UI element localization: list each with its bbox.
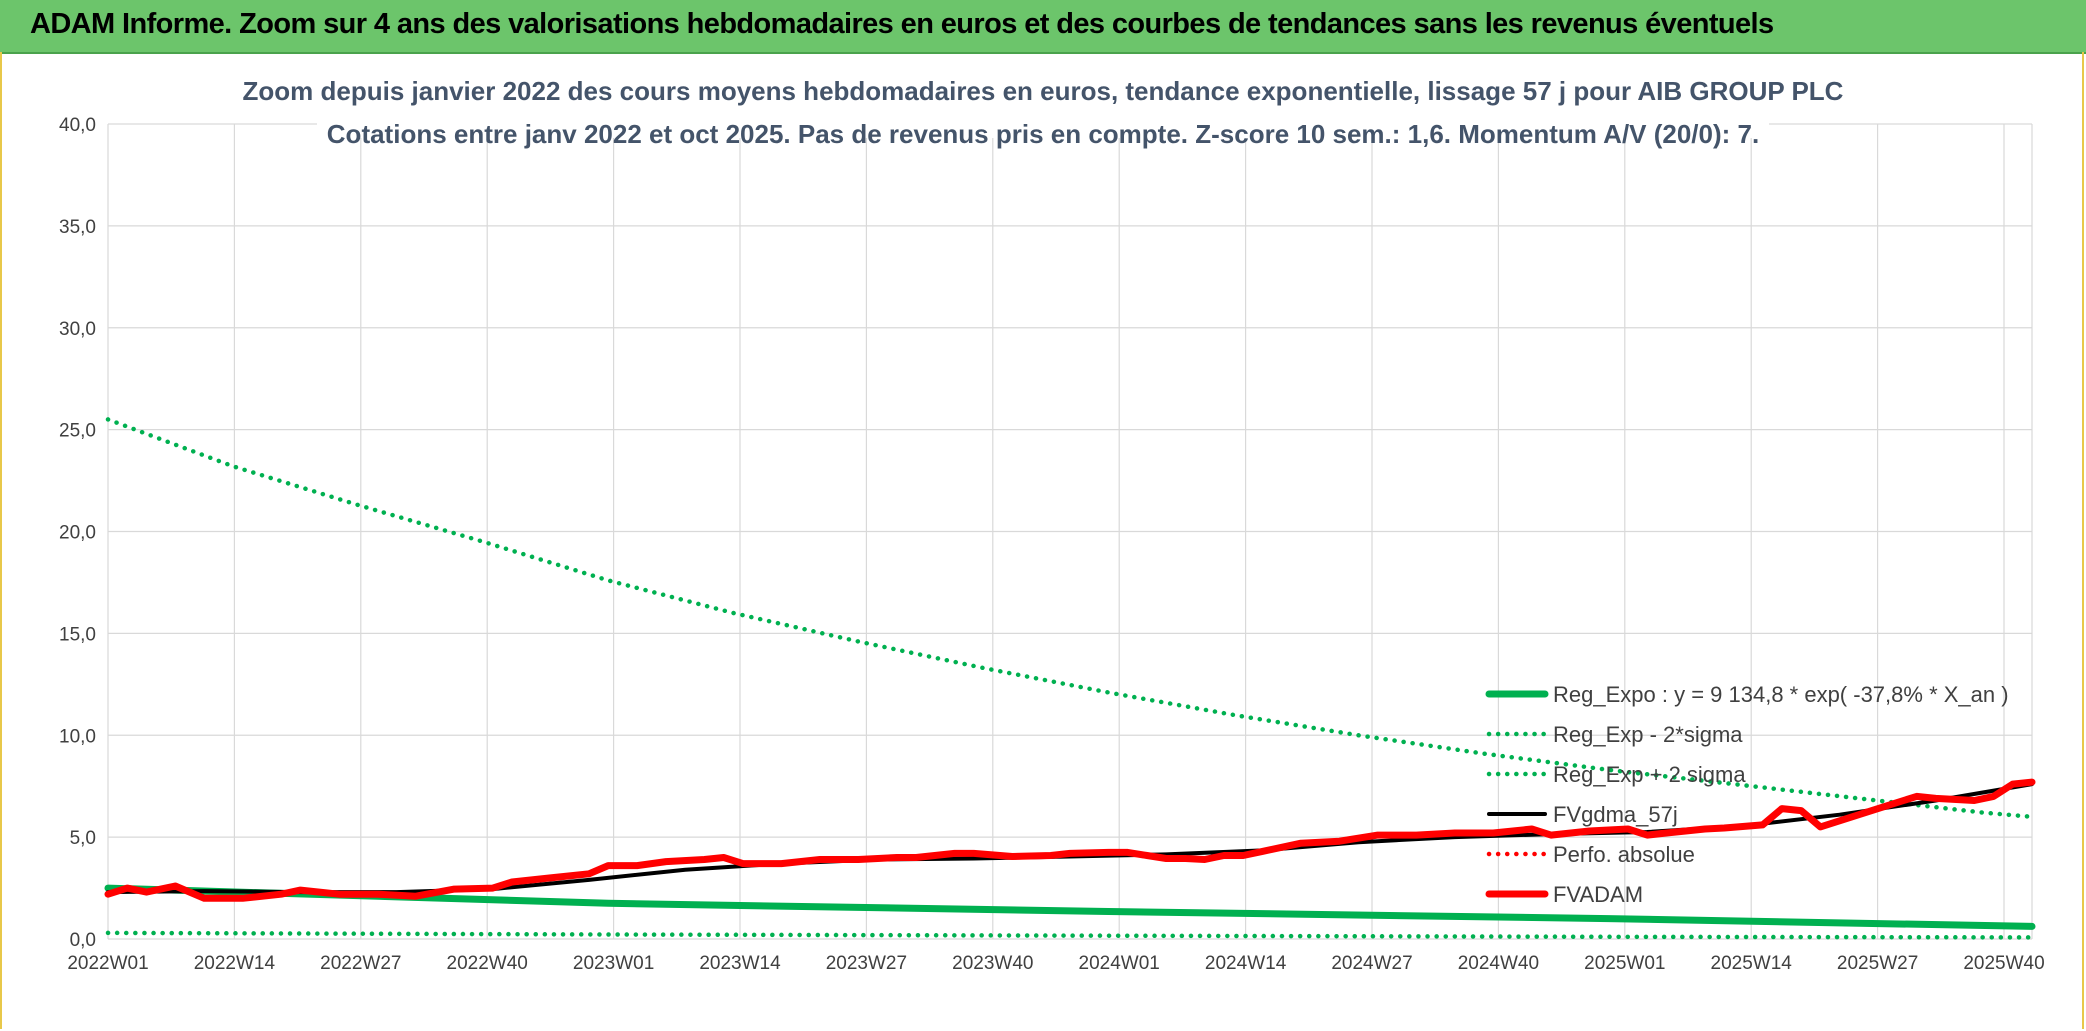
series-line-5 <box>104 778 2036 902</box>
y-tick-label: 5,0 <box>70 828 96 849</box>
legend-entry: Reg_Exp + 2 sigma <box>1553 762 1746 787</box>
legend-entry: Reg_Expo : y = 9 134,8 * exp( -37,8% * X… <box>1553 682 2009 707</box>
series-line-2 <box>105 417 2035 820</box>
x-tick-label: 2023W40 <box>952 953 1033 974</box>
series-line-3 <box>106 782 2034 895</box>
x-tick-label: 2022W01 <box>67 953 148 974</box>
legend-entry: FVADAM <box>1553 882 1643 907</box>
chart-frame: 0,0 5,0 10,0 15,0 20,0 25,0 30,0 35,0 40,0 2022W0… <box>0 52 2084 1029</box>
gridlines <box>107 123 2033 940</box>
series-layer <box>104 417 2036 940</box>
y-tick-label: 20,0 <box>59 523 96 544</box>
y-tick-label: 35,0 <box>59 217 96 238</box>
legend-entry: FVgdma_57j <box>1553 802 1678 827</box>
chart-title: Zoom depuis janvier 2022 des cours moyen… <box>243 76 1844 106</box>
legend-entry: Perfo. absolue <box>1553 842 1695 867</box>
chart-title-box: Zoom depuis janvier 2022 des cours moyen… <box>243 56 1844 149</box>
x-tick-label: 2022W14 <box>194 953 276 974</box>
x-tick-label: 2022W40 <box>447 953 528 974</box>
axes: 0,0 5,0 10,0 15,0 20,0 25,0 30,0 35,0 40,0 2022W0… <box>59 115 2045 974</box>
y-tick-label: 0,0 <box>70 930 96 951</box>
x-tick-label: 2022W27 <box>320 953 401 974</box>
y-tick-label: 10,0 <box>59 726 96 747</box>
x-tick-label: 2024W40 <box>1458 953 1539 974</box>
x-tick-label: 2024W27 <box>1331 953 1412 974</box>
x-tick-label: 2025W40 <box>1963 953 2044 974</box>
x-tick-label: 2025W01 <box>1584 953 1665 974</box>
legend-entry: Reg_Exp - 2*sigma <box>1553 722 1743 747</box>
y-tick-label: 30,0 <box>59 319 96 340</box>
x-tick-label: 2023W01 <box>573 953 654 974</box>
y-tick-label: 40,0 <box>59 115 96 136</box>
series-line-1 <box>105 930 2035 940</box>
x-tick-label: 2025W14 <box>1711 953 1793 974</box>
x-tick-label: 2025W27 <box>1837 953 1918 974</box>
x-tick-label: 2024W01 <box>1079 953 1160 974</box>
chart: 0,0 5,0 10,0 15,0 20,0 25,0 30,0 35,0 40,0 2022W0… <box>59 56 2045 974</box>
report-title: ADAM Informe. Zoom sur 4 ans des valoris… <box>30 8 1774 40</box>
chart-subtitle: Cotations entre janv 2022 et oct 2025. P… <box>327 119 1759 149</box>
y-tick-label: 15,0 <box>59 624 96 645</box>
y-tick-label: 25,0 <box>59 421 96 442</box>
x-tick-label: 2024W14 <box>1205 953 1287 974</box>
header-banner: ADAM Informe. Zoom sur 4 ans des valoris… <box>0 0 2086 54</box>
legend: Reg_Expo : y = 9 134,8 * exp( -37,8% * X… <box>1485 682 2009 907</box>
x-tick-label: 2023W27 <box>826 953 907 974</box>
series-line-0 <box>104 884 2036 930</box>
x-tick-label: 2023W14 <box>699 953 781 974</box>
